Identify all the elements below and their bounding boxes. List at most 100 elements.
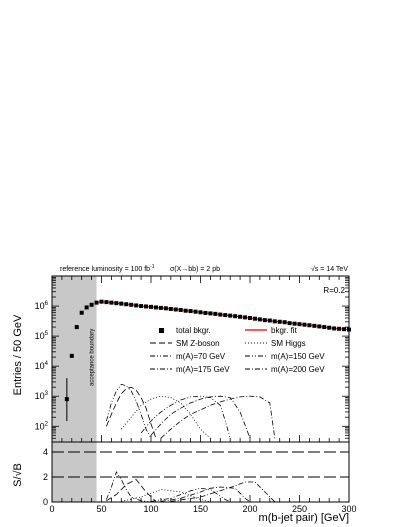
series-m-a-150-gev [140, 395, 231, 439]
total-bkgr-marker [252, 316, 257, 321]
total-bkgr-marker [322, 325, 327, 330]
legend-item-sm-z-boson: SM Z-boson [150, 339, 220, 348]
main-y-axis-title: Entries / 50 GeV [12, 314, 24, 395]
total-bkgr-marker [272, 319, 277, 324]
total-bkgr-marker [149, 304, 153, 309]
total-bkgr-marker [79, 310, 84, 315]
total-bkgr-marker [218, 312, 223, 317]
total-bkgr-marker [104, 300, 109, 305]
total-bkgr-marker [69, 353, 74, 358]
total-bkgr-marker [337, 326, 342, 331]
total-bkgr-marker [282, 320, 287, 325]
total-bkgr-marker [213, 311, 218, 316]
total-bkgr-marker [183, 308, 188, 313]
total-bkgr-marker [257, 317, 262, 322]
legend-item-bkgr-fit: bkgr. fit [245, 326, 298, 335]
total-bkgr-marker [208, 311, 213, 316]
total-bkgr-marker [317, 324, 322, 329]
legend-item-sm-higgs: SM Higgs [245, 339, 306, 348]
header: reference luminosity = 100 fb-1 σ(X→bb) … [60, 264, 348, 273]
total-bkgr-marker [94, 300, 99, 305]
y-tick-label: 102 [35, 421, 49, 431]
x-tick-label: 250 [292, 504, 307, 514]
x-tick-label: 50 [96, 504, 106, 514]
legend-label: m(A)=150 GeV [271, 352, 325, 361]
xsec-label: σ(X→bb) = 2 pb [170, 266, 220, 273]
total-bkgr-marker [89, 302, 94, 307]
total-bkgr-marker [119, 301, 124, 306]
series-sm-z-boson [106, 386, 157, 439]
series-m-a-175-gev [150, 395, 251, 439]
legend-item-m-a-200-gev: m(A)=200 GeV [245, 365, 325, 374]
total-bkgr-marker [99, 299, 104, 304]
energy-label: √s = 14 TeV [311, 265, 348, 273]
ratio-series-sm-higgs [121, 489, 211, 503]
x-axis-title: m(b-jet pair) [GeV] [259, 512, 349, 524]
total-bkgr-marker [327, 325, 332, 330]
ratio-reference-lines [52, 451, 349, 478]
total-bkgr-marker [233, 314, 238, 319]
series-sm-higgs [120, 395, 211, 439]
total-bkgr-marker [64, 397, 69, 402]
legend-item-m-a-175-gev: m(A)=175 GeV [150, 365, 230, 374]
y-tick-label: 104 [35, 361, 49, 371]
total-bkgr-marker [178, 307, 183, 312]
x-tick-label: 150 [193, 504, 208, 514]
ratio-series-m-a-200-gev [170, 481, 276, 503]
y-tick-label: 106 [35, 301, 49, 311]
legend-item-total-bkgr: total bkgr. [159, 326, 211, 335]
total-bkgr-marker [287, 321, 292, 326]
bkgr-fit-line [96, 301, 350, 331]
total-bkgr-marker [342, 327, 347, 332]
ratio-y-tick-label: 2 [43, 472, 48, 482]
total-bkgr-marker [139, 304, 144, 309]
x-tick-label: 0 [49, 504, 54, 514]
total-bkgr-marker [332, 326, 337, 331]
total-bkgr-marker [277, 319, 282, 324]
acceptance-boundary-label: acceptance boundary [90, 329, 96, 386]
total-bkgr-marker [228, 313, 233, 318]
series-m-a-70-gev [106, 383, 152, 439]
ratio-series-sm-z-boson [106, 478, 157, 502]
ratio-panel: 0 2 4 0 50 100 150 200 250 300 [43, 441, 357, 514]
legend-label: m(A)=175 GeV [176, 365, 230, 374]
total-bkgr-marker [168, 306, 173, 311]
total-bkgr-marker [307, 323, 312, 328]
total-bkgr-marker [203, 310, 208, 315]
total-bkgr-marker [114, 301, 119, 306]
total-bkgr-marker [109, 300, 114, 305]
x-tick-label: 300 [341, 504, 356, 514]
main-panel: acceptance boundary 102 103 104 105 106 R=0.… [35, 275, 351, 443]
total-bkgr-marker [267, 318, 272, 323]
total-bkgr-marker [297, 322, 302, 327]
radius-label: R=0.2 [323, 286, 345, 295]
ratio-y-axis-title: S/√B [12, 463, 24, 487]
main-series [106, 383, 276, 439]
total-bkgr-marker [243, 315, 248, 320]
legend-label: m(A)=70 GeV [176, 352, 226, 361]
ratio-series [106, 471, 276, 503]
legend-swatch [159, 328, 164, 333]
ratio-y-tick-label: 4 [43, 447, 48, 457]
total-bkgr-marker [124, 302, 129, 307]
total-bkgr-marker [173, 307, 178, 312]
total-bkgr-marker [262, 318, 267, 323]
total-bkgr-marker [223, 313, 228, 318]
total-bkgr-marker [312, 323, 317, 328]
legend-label: m(A)=200 GeV [271, 365, 325, 374]
total-bkgr-marker [188, 309, 193, 314]
y-tick-label: 103 [35, 391, 49, 401]
total-bkgr-marker [292, 321, 297, 326]
x-tick-label: 200 [242, 504, 257, 514]
total-bkgr-marker [163, 306, 168, 311]
legend-label: total bkgr. [176, 326, 211, 335]
total-bkgr-marker [198, 310, 203, 315]
acceptance-band-ratio [52, 442, 97, 502]
y-tick-label: 105 [35, 331, 49, 341]
total-bkgr-marker [153, 305, 158, 310]
legend-item-m-a-150-gev: m(A)=150 GeV [245, 352, 325, 361]
ratio-y-tick-label: 0 [43, 497, 48, 507]
legend-label: bkgr. fit [271, 326, 298, 335]
total-bkgr-marker [74, 325, 79, 330]
